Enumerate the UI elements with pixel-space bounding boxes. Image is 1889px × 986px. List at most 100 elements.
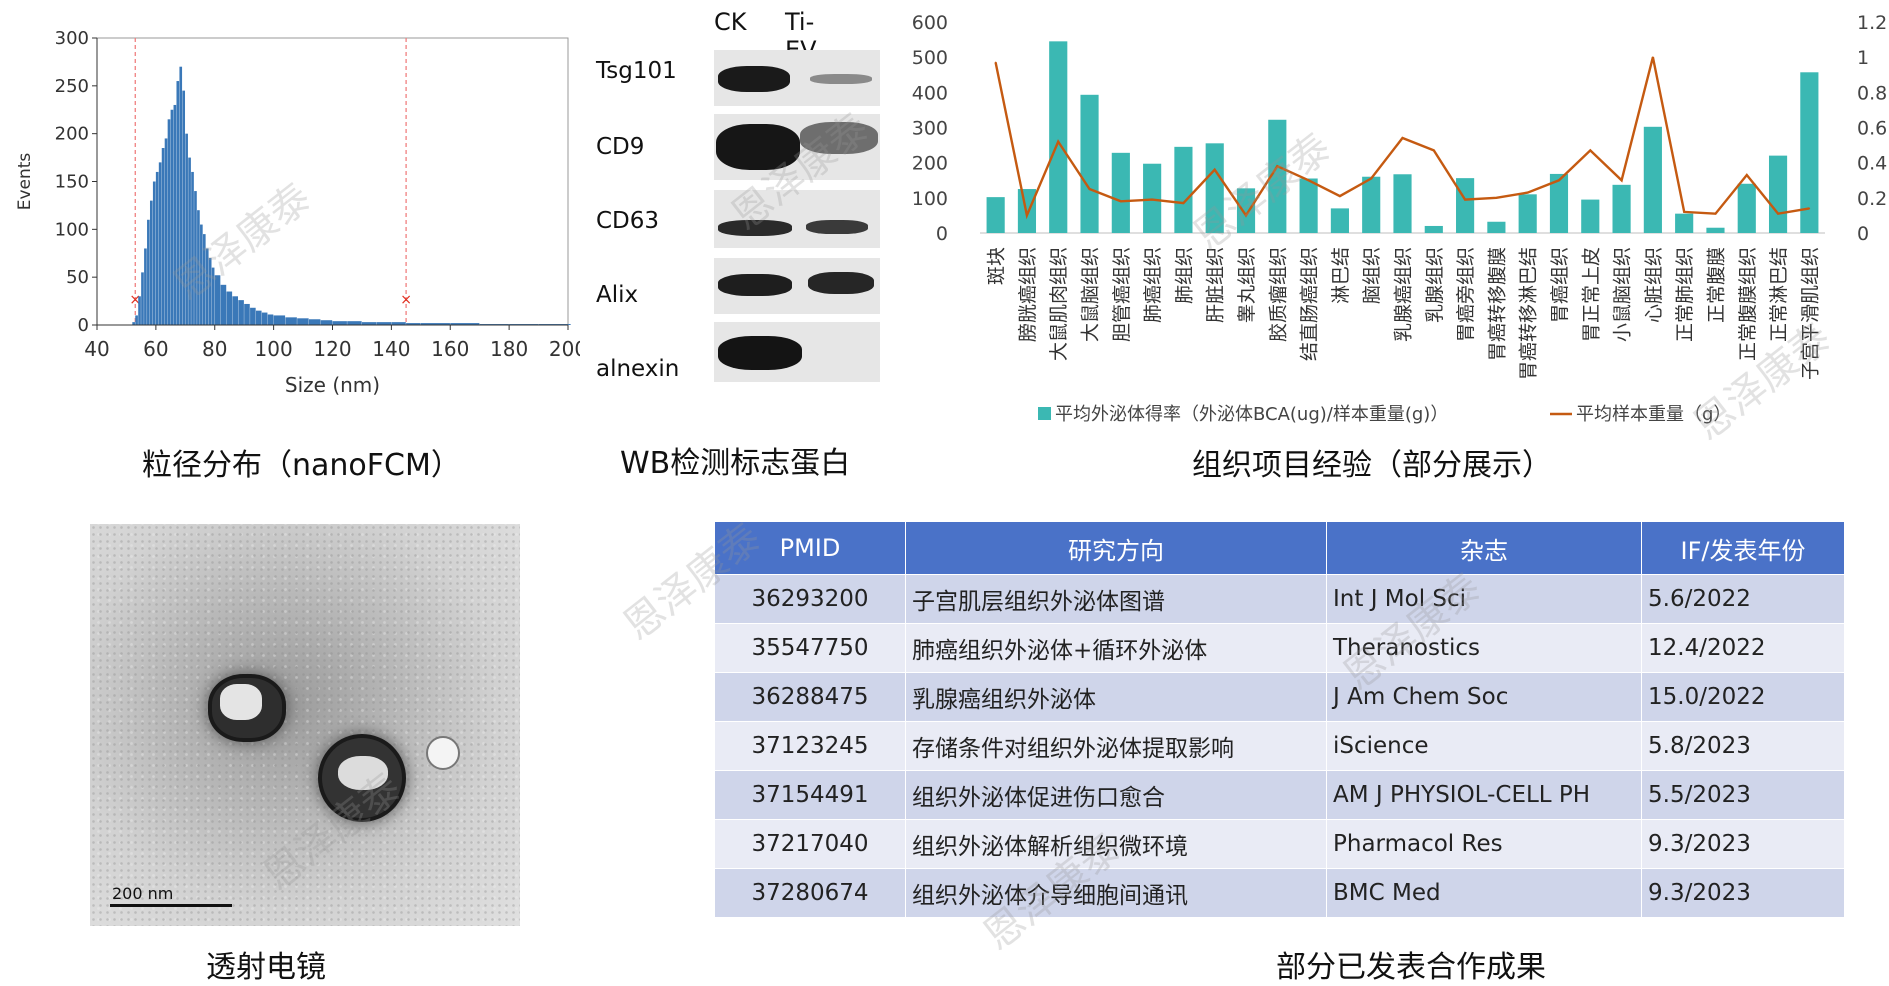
blot-cd63 [714,190,880,248]
bar [1549,173,1569,233]
bar [1768,155,1788,233]
histogram-bar [273,315,286,325]
line-point [1652,56,1654,58]
line-point [1151,198,1153,201]
tem-image: 200 nm [90,524,520,926]
publications-table: PMID 研究方向 杂志 IF/发表年份 36293200 子宫肌层组织外泌体图谱… [715,522,1845,917]
cell-research: 存储条件对组织外泌体提取影响 [905,721,1327,771]
bar [1643,126,1662,233]
line-point [1120,200,1122,203]
histogram-bar [376,322,392,325]
category-label: 斑块 [986,247,1008,285]
table-row: 36293200 子宫肌层组织外泌体图谱 Int J Mol Sci 5.6/2022 [715,574,1845,624]
y-tick-label: 100 [55,219,89,240]
y-tick-label: 50 [66,267,89,288]
histogram-bar [191,171,194,325]
table-header-row: PMID 研究方向 杂志 IF/发表年份 [715,522,1845,575]
bar [1675,213,1694,233]
histogram-bar [226,291,233,325]
line-point [1558,179,1560,182]
marker-label-alix: Alix [596,282,639,308]
x-tick-label: 180 [490,337,528,361]
y-tick-label: 150 [55,172,89,193]
cell-journal: Theranostics [1326,623,1642,673]
y-tick-label: 250 [55,76,89,97]
line-point [1745,174,1748,176]
bar [1456,178,1475,233]
size-distribution-chart: × × 0 50 100 150 200 250 300 40 60 80 100 120 140 160 18… [15,28,580,397]
category-label: 子宫平滑肌组织 [1799,247,1821,380]
bar [1612,184,1631,233]
left-y-tick-label: 300 [912,118,948,140]
cell-pmid: 37217040 [715,819,906,869]
right-y-tick-label: 1.2 [1857,12,1887,34]
bar [1800,72,1819,233]
cell-journal: J Am Chem Soc [1326,672,1642,722]
line-point [1245,214,1247,217]
cell-journal: BMC Med [1326,868,1642,917]
line-point [1182,202,1185,204]
left-y-tick-label: 0 [936,223,948,245]
line-point [1432,149,1435,152]
blot-cd9 [714,114,880,180]
lane-label-ck: CK [714,8,747,36]
line-point [994,61,997,64]
tissue-caption: 组织项目经验（部分展示） [1192,448,1552,483]
category-label: 膀胱癌组织 [1017,247,1039,342]
histogram-bar [220,284,227,325]
histogram-bar [261,312,268,325]
histogram-bar [194,191,197,325]
line-point [1526,191,1529,194]
table-row: 37123245 存储条件对组织外泌体提取影响 iScience 5.8/2023 [715,721,1845,771]
category-label: 乳腺癌组织 [1393,247,1415,342]
bar [1268,119,1287,233]
y-axis-label: Events [15,153,35,211]
line-point [1088,188,1091,190]
marker-label-cd9: CD9 [596,134,645,160]
histogram-bar [164,138,168,325]
histogram-bar [255,310,262,325]
column-header-journal: 杂志 [1326,522,1642,575]
marker-label-tsg101: Tsg101 [596,58,677,84]
histogram-bar [361,322,377,325]
histogram-bar [347,321,362,325]
histogram-bar [297,318,309,325]
x-tick-label: 200 [549,337,580,361]
left-y-tick-label: 500 [912,47,948,69]
x-tick-label: 100 [255,337,293,361]
histogram-bar [391,322,406,325]
cell-pmid: 35547750 [715,623,906,673]
x-tick-label: 80 [202,337,227,361]
histogram-bar [173,104,177,325]
left-y-tick-label: 100 [912,188,948,210]
tem-caption: 透射电镜 [206,950,326,985]
histogram-bar [420,323,450,325]
x-tick-label: 40 [84,337,109,361]
line-point [1213,168,1216,171]
bar [986,197,1005,233]
publications-caption: 部分已发表合作成果 [1276,950,1546,985]
category-label: 正常淋巴结 [1768,247,1790,342]
histogram-bar [135,315,138,325]
histogram-bar [167,119,171,325]
category-label: 淋巴结 [1330,247,1352,304]
category-label: 肺组织 [1173,247,1195,304]
bar [1299,178,1318,233]
blot-alnexin [714,322,880,382]
cell-research: 组织外泌体促进伤口愈合 [905,770,1327,820]
histogram-bar [147,219,150,325]
cell-if-year: 5.8/2023 [1641,721,1845,771]
histogram-bar [152,181,156,325]
category-label: 小鼠脑组织 [1612,247,1634,342]
histogram-bar [208,258,212,325]
histogram-bar [141,272,144,325]
histogram-bar [188,157,191,325]
x-tick-label: 140 [372,337,410,361]
category-label: 结直肠癌组织 [1299,247,1321,361]
histogram-bar [244,303,250,325]
histogram-bar [155,171,159,325]
histogram-bar [285,317,297,325]
left-y-tick-label: 200 [912,153,948,175]
line-point [1057,140,1060,143]
category-label: 胃癌转移淋巴结 [1518,247,1540,380]
